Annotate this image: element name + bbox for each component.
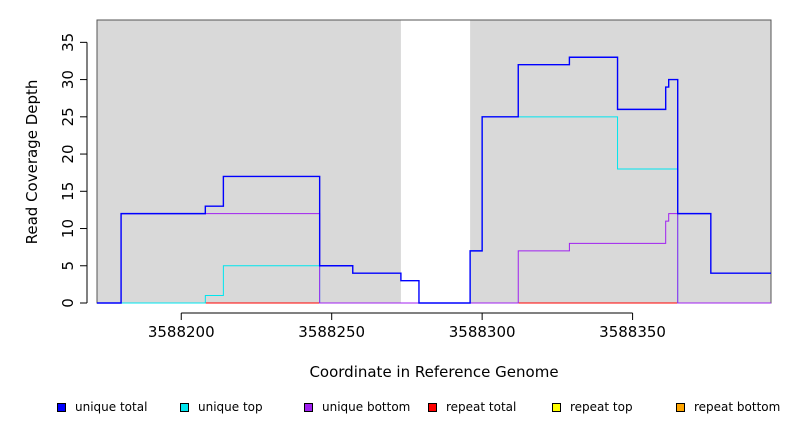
legend-swatch (57, 402, 66, 412)
legend-item: unique top (180, 400, 263, 414)
y-tick-label: 15 (59, 182, 77, 201)
y-tick-label: 0 (59, 298, 77, 308)
y-tick-label: 5 (59, 261, 77, 271)
y-tick-label: 35 (59, 33, 77, 52)
y-axis: 0 5 10 15 20 25 30 35 (59, 33, 88, 308)
legend: unique total unique top unique bottom repea… (0, 400, 792, 418)
legend-swatch (552, 402, 561, 412)
legend-item: unique total (57, 400, 147, 414)
legend-swatch (676, 402, 685, 412)
x-tick-label: 3588300 (449, 323, 516, 341)
legend-item: repeat top (552, 400, 633, 414)
shaded-regions (97, 20, 771, 303)
x-tick-label: 3588350 (599, 323, 666, 341)
x-tick-label: 3588200 (148, 323, 215, 341)
shaded-region-2 (470, 20, 771, 303)
x-axis: 3588200 3588250 3588300 3588350 (148, 312, 666, 341)
legend-swatch (428, 402, 437, 412)
x-tick-label: 3588250 (298, 323, 365, 341)
legend-swatch (304, 402, 313, 412)
x-axis-label: Coordinate in Reference Genome (309, 363, 558, 381)
legend-label: repeat top (570, 400, 633, 414)
y-tick-label: 20 (59, 145, 77, 164)
shaded-region-1 (97, 20, 401, 303)
y-tick-label: 10 (59, 219, 77, 238)
y-tick-label: 30 (59, 70, 77, 89)
legend-item: repeat total (428, 400, 516, 414)
legend-label: repeat bottom (694, 400, 781, 414)
legend-swatch (180, 402, 189, 412)
legend-label: unique total (75, 400, 148, 414)
series-unique-bottom (97, 213, 771, 304)
y-axis-label: Read Coverage Depth (23, 80, 41, 245)
series-lines (97, 56, 771, 304)
legend-label: unique bottom (322, 400, 411, 414)
legend-label: repeat total (446, 400, 517, 414)
legend-label: unique top (198, 400, 263, 414)
y-tick-label: 25 (59, 107, 77, 126)
legend-item: repeat bottom (676, 400, 780, 414)
legend-item: unique bottom (304, 400, 410, 414)
series-unique-total (97, 56, 771, 304)
